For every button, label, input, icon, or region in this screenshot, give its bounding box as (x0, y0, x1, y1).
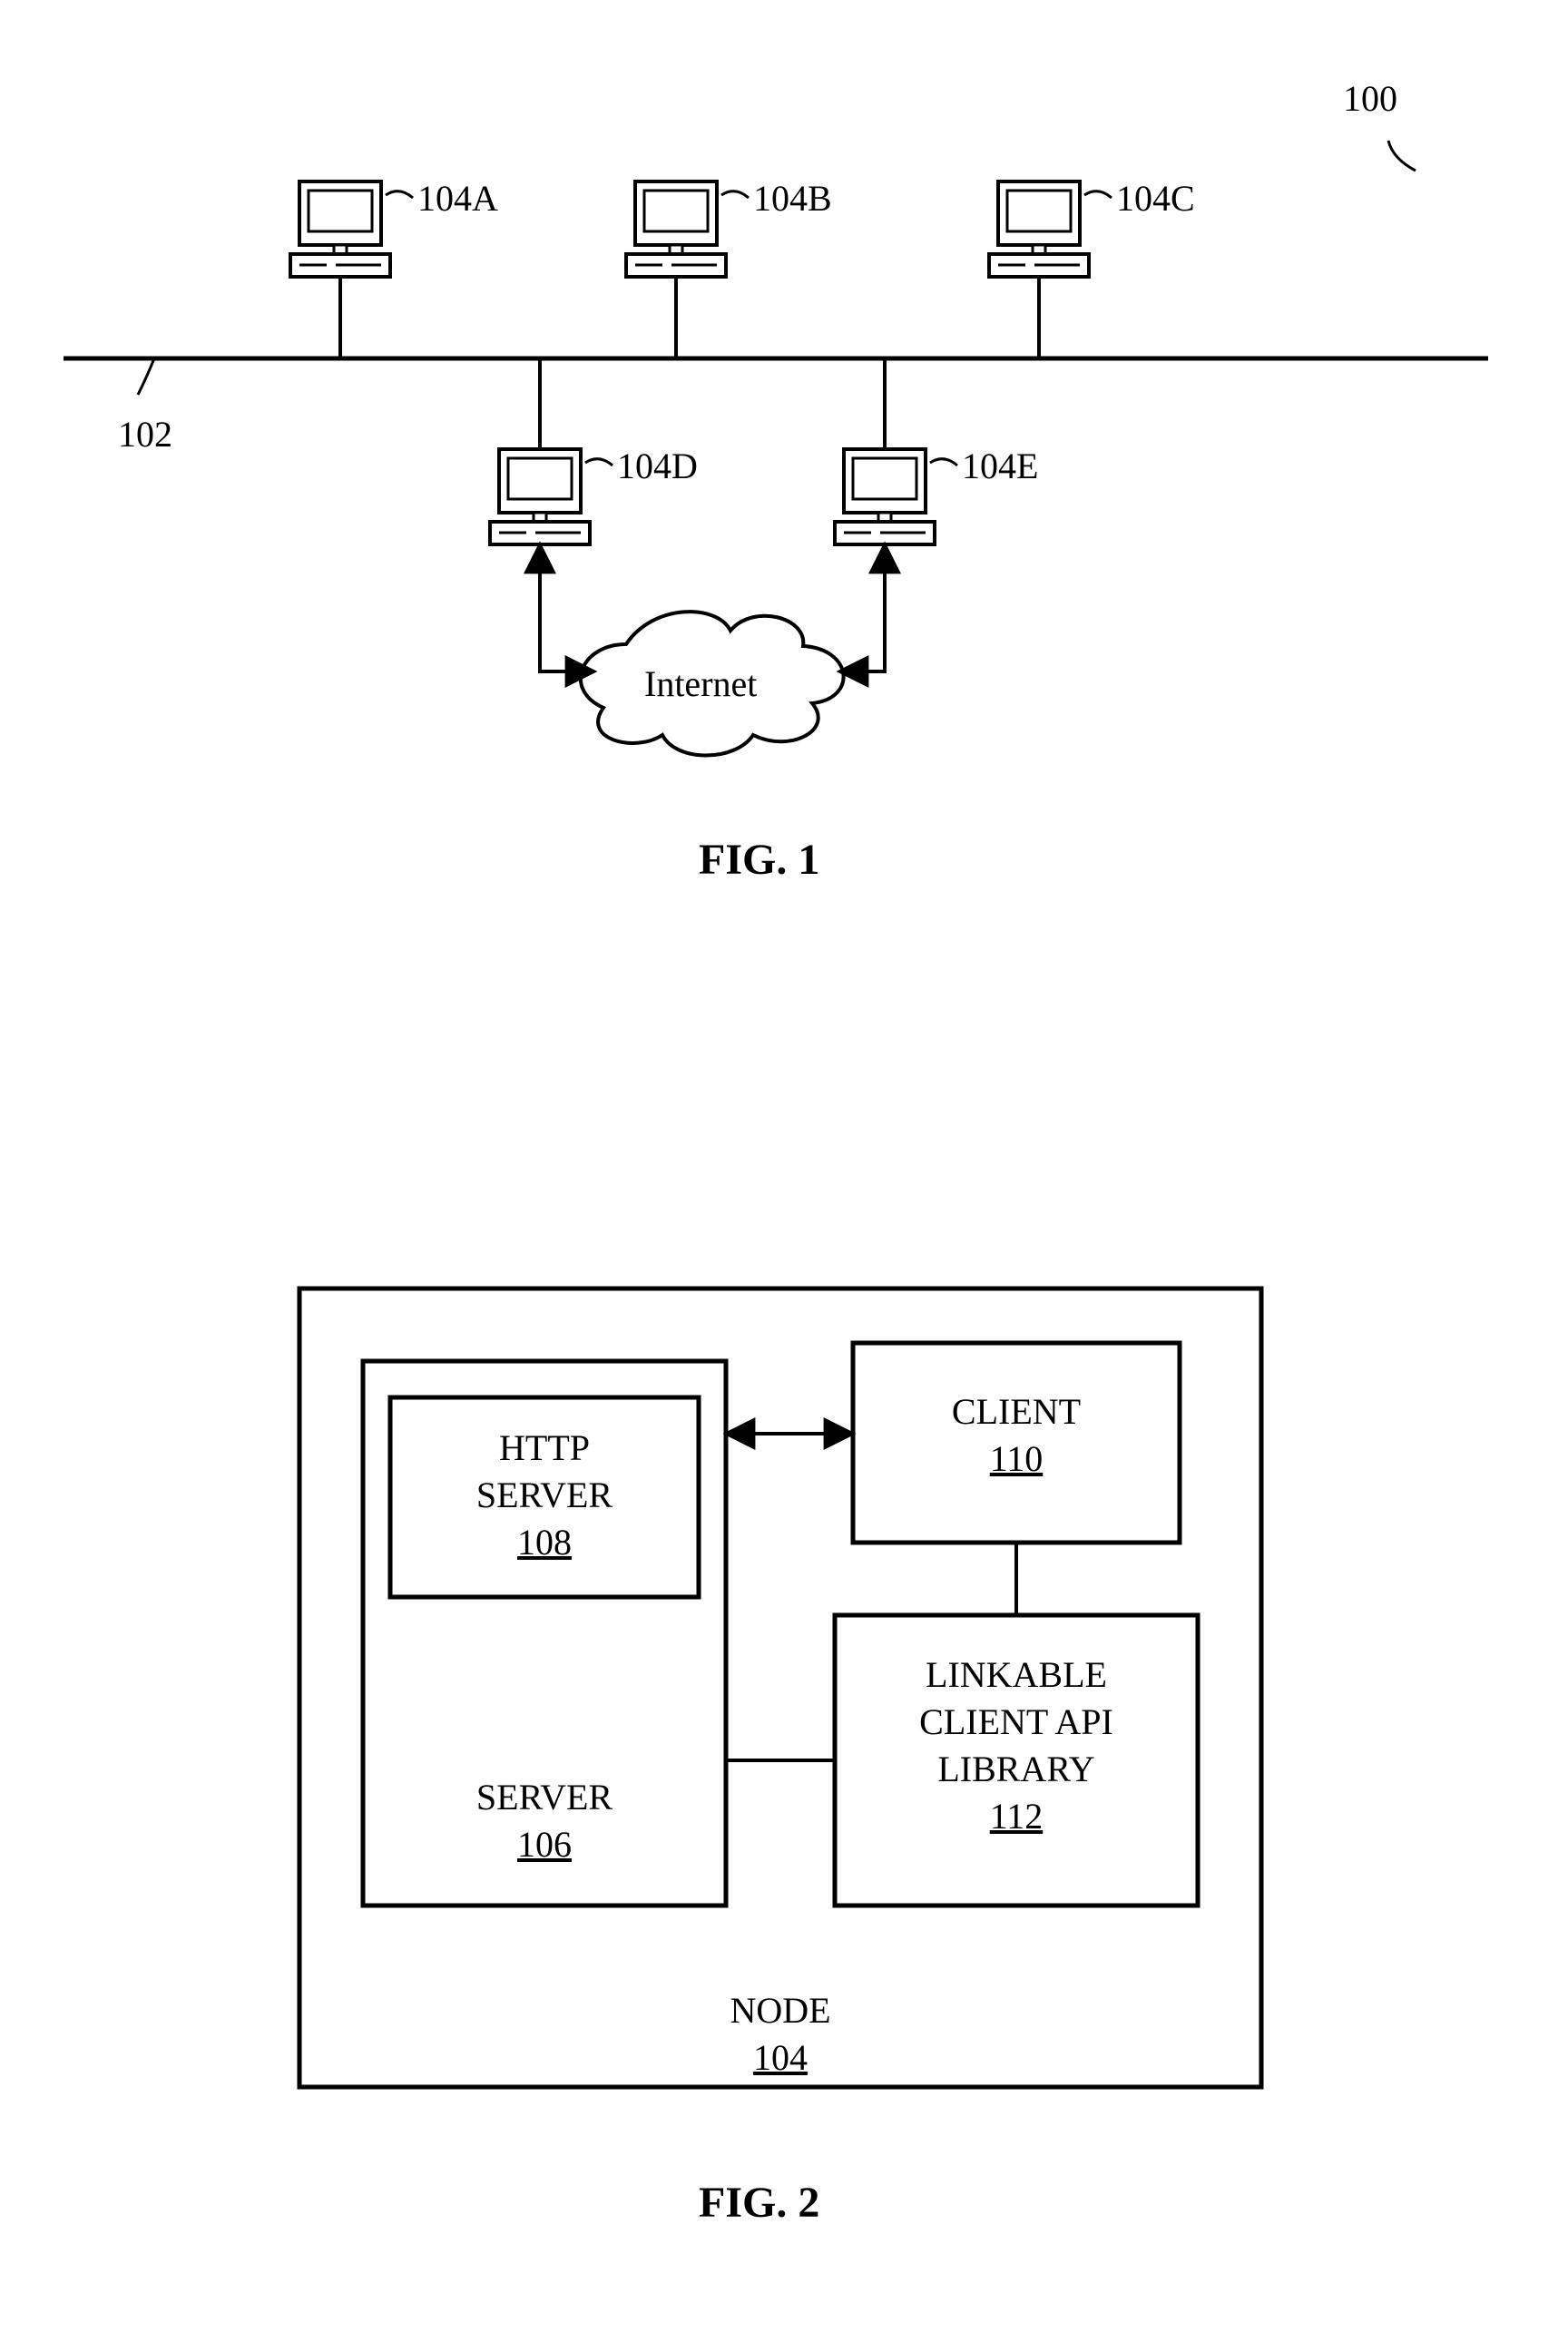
fig1-cloud-label: Internet (644, 662, 757, 705)
fig2-server-label: SERVER 106 (363, 1774, 726, 1868)
fig2-http-label: HTTP SERVER 108 (390, 1425, 699, 1566)
fig2-client-label: CLIENT 110 (853, 1388, 1180, 1483)
fig1-comp-d-label: 104D (617, 445, 698, 487)
server-line1: SERVER (363, 1774, 726, 1821)
server-line2: 106 (363, 1821, 726, 1868)
fig1-caption: FIG. 1 (699, 835, 819, 885)
fig2-node-label: NODE 104 (299, 1987, 1261, 2082)
client-line2: 110 (853, 1435, 1180, 1483)
lib-line2: CLIENT API (835, 1699, 1198, 1746)
fig1-bus-ref: 102 (118, 413, 172, 456)
http-line3: 108 (390, 1519, 699, 1566)
lib-line1: LINKABLE (835, 1651, 1198, 1699)
fig2-caption: FIG. 2 (699, 2178, 819, 2228)
fig1-comp-c-label: 104C (1116, 177, 1195, 220)
page: 100 102 104A 104B 104C 104D 104E Interne… (0, 0, 1568, 2332)
fig1-system-ref: 100 (1343, 77, 1397, 120)
lib-line4: 112 (835, 1793, 1198, 1840)
fig1-comp-b-label: 104B (753, 177, 832, 220)
node-line1: NODE (299, 1987, 1261, 2034)
http-line1: HTTP (390, 1425, 699, 1472)
fig2-lib-label: LINKABLE CLIENT API LIBRARY 112 (835, 1651, 1198, 1840)
fig1-svg (0, 0, 1568, 907)
lib-line3: LIBRARY (835, 1746, 1198, 1793)
http-line2: SERVER (390, 1472, 699, 1519)
fig1-comp-a-label: 104A (417, 177, 498, 220)
node-line2: 104 (299, 2034, 1261, 2082)
client-line1: CLIENT (853, 1388, 1180, 1435)
fig1-comp-e-label: 104E (962, 445, 1038, 487)
fig2-svg (0, 1225, 1568, 2314)
